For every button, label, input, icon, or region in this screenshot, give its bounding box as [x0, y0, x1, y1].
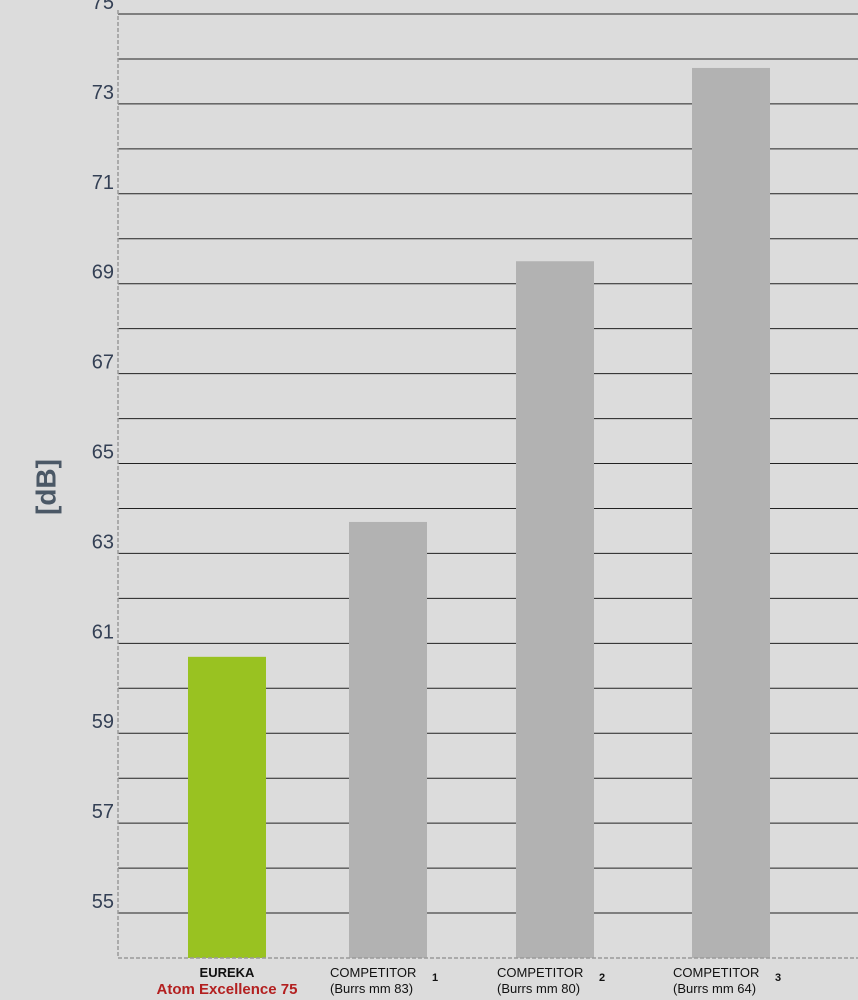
y-tick-label: 57: [92, 801, 114, 823]
y-tick-label: 55: [92, 891, 114, 913]
y-tick-label: 75: [92, 0, 114, 14]
y-tick-label: 65: [92, 442, 114, 464]
bar-competitor-2: [516, 261, 594, 958]
category-number: 3: [775, 972, 781, 984]
category-name: COMPETITOR: [497, 965, 583, 980]
category-name: COMPETITOR: [330, 965, 416, 980]
category-name: COMPETITOR: [673, 965, 759, 980]
category-subtitle: (Burrs mm 64): [673, 981, 756, 996]
y-tick-label-layer: 55 57 59 61 63 65 67 69 71 73 75: [92, 0, 114, 913]
y-tick-label: 61: [92, 621, 114, 643]
category-subtitle: (Burrs mm 80): [497, 981, 580, 996]
bar-competitor-1: [349, 521, 427, 958]
y-tick-label: 63: [92, 531, 114, 553]
bar-eureka: [188, 656, 266, 958]
y-tick-label: 73: [92, 82, 114, 104]
bar-competitor-3: [692, 67, 770, 958]
category-label: COMPETITOR 3 (Burrs mm 64): [673, 965, 781, 996]
y-tick-label: 71: [92, 172, 114, 194]
category-label: COMPETITOR 1 (Burrs mm 83): [330, 965, 438, 996]
y-tick-label: 67: [92, 352, 114, 374]
category-name: EUREKA: [200, 965, 256, 980]
y-axis-label: [dB]: [30, 459, 61, 515]
category-label: COMPETITOR 2 (Burrs mm 80): [497, 965, 605, 996]
category-number: 2: [599, 972, 605, 984]
y-tick-label: 69: [92, 262, 114, 284]
bar-layer: [188, 67, 770, 958]
y-tick-label: 59: [92, 711, 114, 733]
category-subtitle: (Burrs mm 83): [330, 981, 413, 996]
category-subtitle: Atom Excellence 75: [157, 981, 298, 998]
axis-layer: [117, 10, 858, 959]
category-number: 1: [432, 972, 438, 984]
